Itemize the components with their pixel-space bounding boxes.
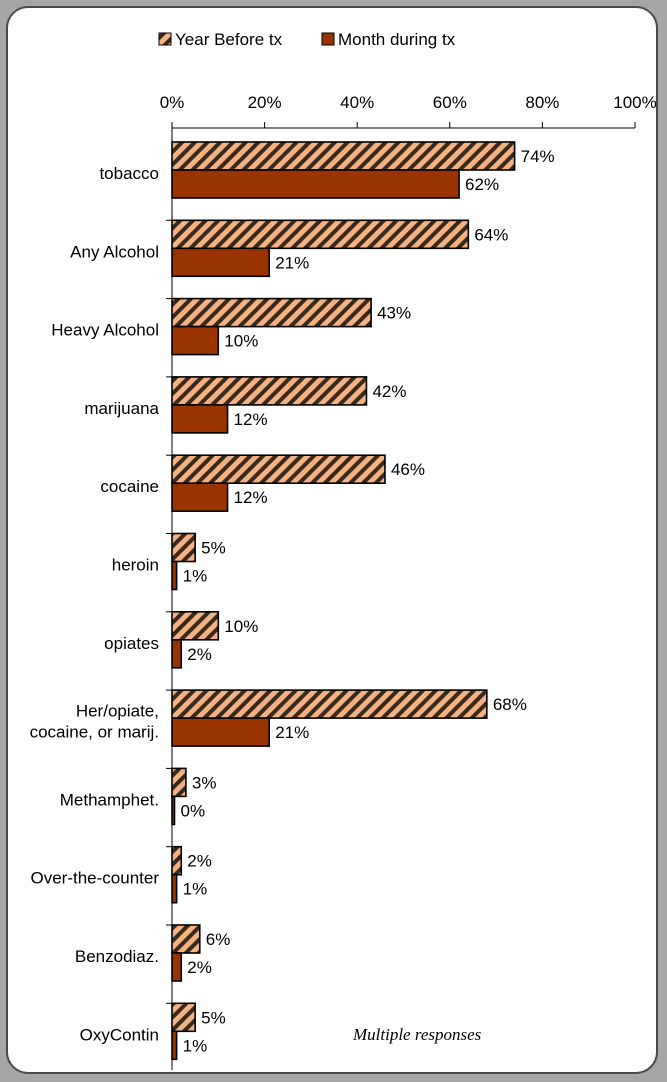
bar-month-during-0 [171,169,460,199]
data-label: 2% [187,645,212,664]
bar-month-during-2 [171,325,220,356]
data-label: 10% [224,332,258,351]
data-label: 3% [192,773,217,792]
category-label: Heavy Alcohol [51,321,159,340]
data-label: 6% [206,930,231,949]
data-label: 12% [234,410,268,429]
x-tick-label: 80% [525,93,559,112]
category-label: Methamphet. [60,790,159,809]
legend-item-month-during-swatch [321,32,335,46]
data-label: 10% [224,617,258,636]
bar-month-during-6 [171,638,183,669]
category-label: OxyContin [80,1025,159,1044]
x-tick-label: 60% [433,93,467,112]
bar-year-before-1 [171,219,470,250]
legend-item-year-before-label: Year Before tx [175,30,283,49]
data-label: 5% [201,539,226,558]
category-label: Her/opiate, cocaine, or marij. [30,702,159,742]
category-label: heroin [112,556,159,575]
bar-year-before-3 [171,376,368,406]
legend: Year Before tx Month during tx [158,30,456,49]
data-label: 1% [183,1036,208,1055]
category-label: Any Alcohol [70,242,159,261]
bar-year-before-9 [171,845,183,876]
data-label: 42% [372,382,406,401]
bar-month-during-1 [171,247,271,278]
legend-item-year-before-swatch [158,32,172,46]
bar-month-during-8 [171,795,176,826]
annotation-note: Multiple responses [352,1025,482,1044]
data-label: 68% [493,695,527,714]
data-label: 2% [187,958,212,977]
data-label: 43% [377,304,411,323]
data-label: 62% [465,175,499,194]
category-label: tobacco [99,164,159,183]
bar-year-before-2 [171,297,372,328]
x-tick-label: 20% [248,93,282,112]
bar-year-before-6 [171,610,220,641]
bars: tobacco 74% 62% Any Alcohol 64% 21% Heavy Alco… [30,141,555,1061]
x-tick-label: 100% [613,93,656,112]
data-label: 0% [181,801,206,820]
x-tick-label: 40% [340,93,374,112]
bar-month-during-11 [171,1030,178,1061]
bar-year-before-4 [171,454,386,485]
bar-month-during-5 [171,560,178,591]
data-label: 5% [201,1008,226,1027]
category-label: Benzodiaz. [75,947,159,966]
data-label: 2% [187,852,212,871]
bar-month-during-10 [171,952,183,982]
bar-chart: Year Before tx Month during tx 0% 20% 40% 60… [30,30,656,1070]
bar-year-before-11 [171,1002,196,1033]
chart-panel: Year Before tx Month during tx 0% 20% 40% 60… [6,6,658,1074]
category-label: cocaine [100,477,159,496]
category-label: marijuana [84,399,159,418]
bar-month-during-3 [171,404,229,434]
bar-month-during-4 [171,482,229,513]
bar-year-before-5 [171,532,196,563]
bar-year-before-10 [171,924,201,954]
bar-year-before-0 [171,141,516,171]
data-label: 12% [234,488,268,507]
bar-year-before-7 [171,689,488,719]
bar-month-during-9 [171,873,178,904]
data-label: 46% [391,460,425,479]
category-label: opiates [104,634,159,653]
x-axis: 0% 20% 40% 60% 80% 100% [160,93,656,1070]
x-tick-label: 0% [160,93,185,112]
data-label: 21% [275,253,309,272]
bar-month-during-7 [171,717,271,747]
legend-item-month-during-label: Month during tx [338,30,456,49]
data-label: 64% [474,225,508,244]
data-label: 21% [275,723,309,742]
bar-year-before-8 [171,767,187,798]
data-label: 1% [183,567,208,586]
data-label: 74% [521,147,555,166]
data-label: 1% [183,880,208,899]
category-label: Over-the-counter [31,869,160,888]
